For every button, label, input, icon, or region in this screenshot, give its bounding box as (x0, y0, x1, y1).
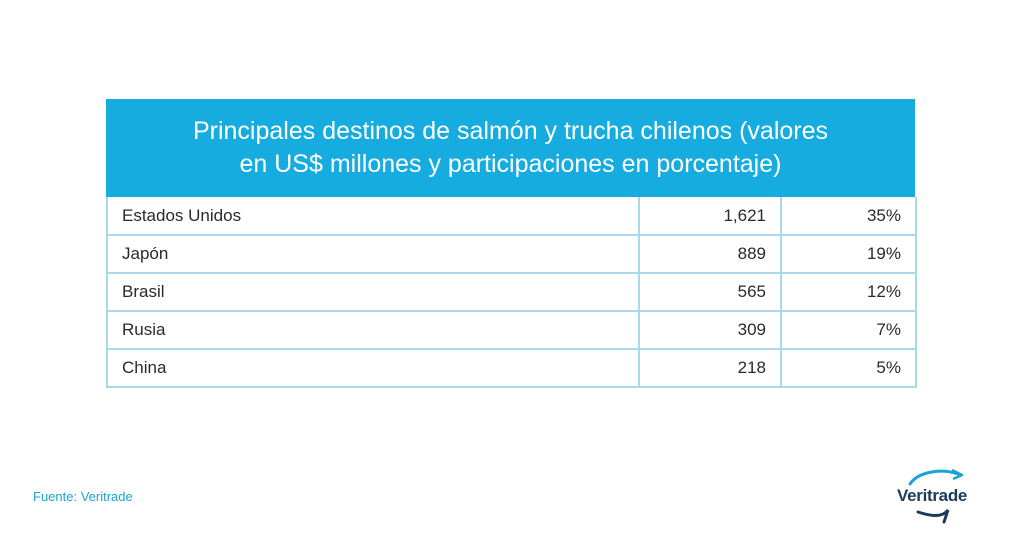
country-cell: Estados Unidos (106, 197, 640, 236)
destinations-table: Estados Unidos 1,621 35% Japón 889 19% B… (106, 197, 917, 388)
share-cell: 7% (780, 310, 917, 350)
data-table-card: Principales destinos de salmón y trucha … (106, 99, 917, 388)
table-row: Rusia 309 7% (106, 310, 917, 350)
table-row: Japón 889 19% (106, 234, 917, 274)
table-row: Brasil 565 12% (106, 272, 917, 312)
share-cell: 35% (780, 197, 917, 236)
brand-name: Veritrade (897, 486, 968, 505)
table-title-line-2: en US$ millones y participaciones en por… (239, 150, 782, 178)
country-cell: Japón (106, 234, 640, 274)
country-cell: China (106, 348, 640, 388)
value-cell: 309 (638, 310, 782, 350)
value-cell: 565 (638, 272, 782, 312)
source-note: Fuente: Veritrade (33, 489, 133, 504)
table-title-line-1: Principales destinos de salmón y trucha … (192, 117, 829, 145)
share-cell: 5% (780, 348, 917, 388)
value-cell: 1,621 (638, 197, 782, 236)
logo-swoosh-icon (908, 468, 964, 524)
table-title: Principales destinos de salmón y trucha … (106, 99, 915, 197)
share-cell: 12% (780, 272, 917, 312)
value-cell: 218 (638, 348, 782, 388)
country-cell: Brasil (106, 272, 640, 312)
value-cell: 889 (638, 234, 782, 274)
veritrade-logo: Veritrade (896, 466, 988, 524)
table-row: China 218 5% (106, 348, 917, 388)
country-cell: Rusia (106, 310, 640, 350)
share-cell: 19% (780, 234, 917, 274)
table-row: Estados Unidos 1,621 35% (106, 197, 917, 236)
